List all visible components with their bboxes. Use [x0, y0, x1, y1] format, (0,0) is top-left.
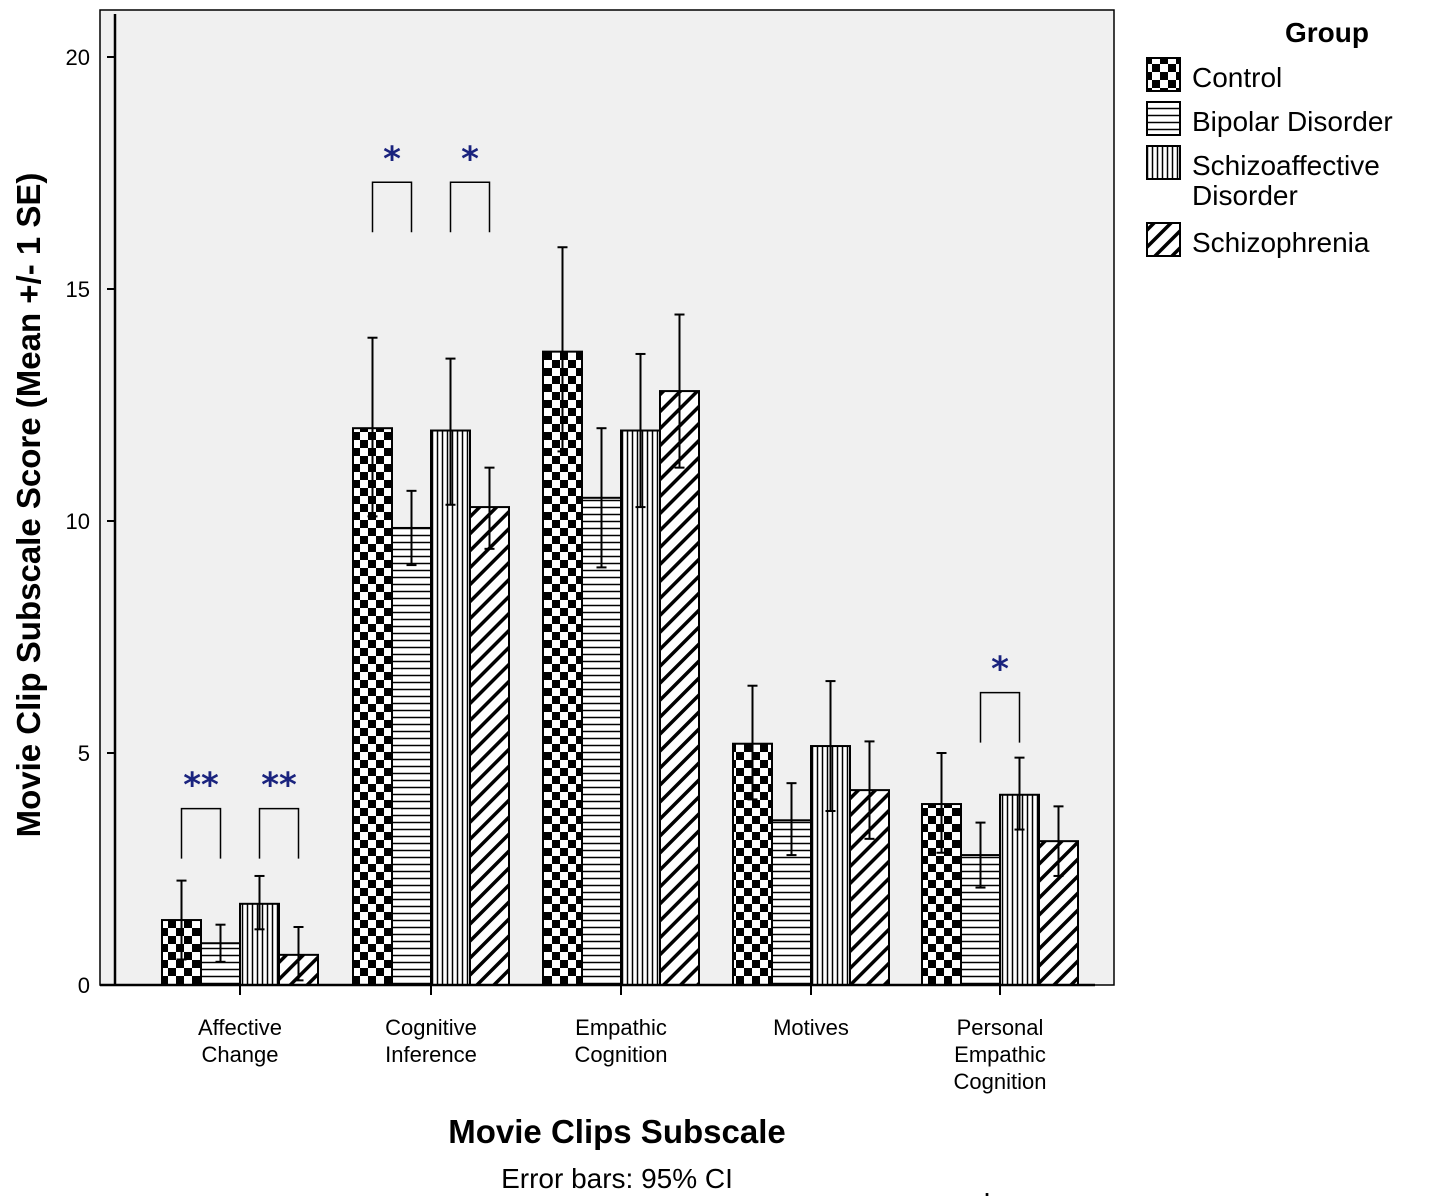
error-bar: [215, 923, 226, 963]
error-bar: [635, 352, 646, 509]
significance-bracket: [371, 181, 413, 233]
x-category-label: Motives: [773, 1015, 849, 1040]
x-category-label: Cognitive Inference: [385, 1015, 477, 1067]
error-bar: [786, 782, 797, 857]
y-axis-title: Movie Clip Subscale Score (Mean +/- 1 SE…: [10, 173, 47, 838]
significance-bracket: [979, 691, 1021, 743]
stray-dot: .: [983, 1171, 991, 1202]
y-tick-label: 20: [66, 45, 90, 70]
error-bar: [293, 926, 304, 982]
bar-horizontal-1: [391, 526, 432, 987]
legend-swatch-horizontal: [1146, 101, 1181, 136]
y-tick-label: 0: [78, 973, 90, 998]
x-category-label: Personal Empathic Cognition: [954, 1015, 1047, 1094]
error-bar: [975, 821, 986, 889]
significance-stars: **: [183, 766, 219, 806]
legend-swatch-vertical: [1146, 145, 1181, 180]
error-bar: [445, 357, 456, 506]
legend-label: Control: [1192, 62, 1282, 93]
bar-diagonal-1: [469, 506, 510, 986]
error-bar: [825, 680, 836, 812]
x-axis-title: Movie Clips Subscale: [448, 1113, 785, 1150]
error-bars-note: Error bars: 95% CI: [501, 1163, 733, 1194]
legend-swatch-diagonal: [1146, 222, 1181, 257]
legend-label: Schizophrenia: [1192, 227, 1370, 258]
significance-stars: *: [991, 650, 1009, 690]
bar-horizontal-2: [581, 496, 622, 986]
bar-vertical-1: [430, 429, 471, 986]
y-tick-label: 10: [66, 509, 90, 534]
x-category-label: Affective Change: [198, 1015, 282, 1067]
x-category-labels: Affective Change Cognitive Inference Empathi…: [198, 985, 1046, 1094]
bar-diagonal-2: [659, 390, 700, 986]
error-bars-layer: [176, 246, 1064, 982]
error-bar: [1014, 756, 1025, 831]
error-bar: [936, 752, 947, 854]
significance-bracket: [180, 807, 222, 859]
legend-label: Schizoaffective Disorder: [1192, 150, 1380, 211]
error-bar: [1053, 805, 1064, 877]
significance-layer: ** *** **: [180, 139, 1021, 859]
error-bar: [674, 313, 685, 469]
error-bar: [254, 874, 265, 931]
significance-bracket: [258, 807, 300, 859]
y-ticks: 0 5 10 15 20: [66, 45, 115, 998]
y-tick-label: 5: [78, 741, 90, 766]
significance-bracket: [449, 181, 491, 233]
significance-stars: **: [261, 766, 297, 806]
error-bar: [747, 684, 758, 801]
error-bar: [557, 246, 568, 453]
legend-swatch-checker: [1146, 57, 1181, 92]
significance-stars: *: [383, 139, 401, 179]
significance-stars: *: [461, 139, 479, 179]
error-bar: [596, 427, 607, 569]
legend-title: Group: [1285, 17, 1369, 48]
error-bar: [176, 879, 187, 961]
bar-vertical-2: [620, 429, 661, 986]
legend-label: Bipolar Disorder: [1192, 106, 1393, 137]
y-tick-label: 15: [66, 277, 90, 302]
error-bar: [406, 489, 417, 567]
error-bar: [864, 740, 875, 840]
legend: Control Bipolar Disorder Schizoaffective Di…: [1146, 57, 1393, 258]
x-category-label: Empathic Cognition: [575, 1015, 668, 1067]
error-bar: [367, 336, 378, 518]
error-bar: [484, 466, 495, 550]
